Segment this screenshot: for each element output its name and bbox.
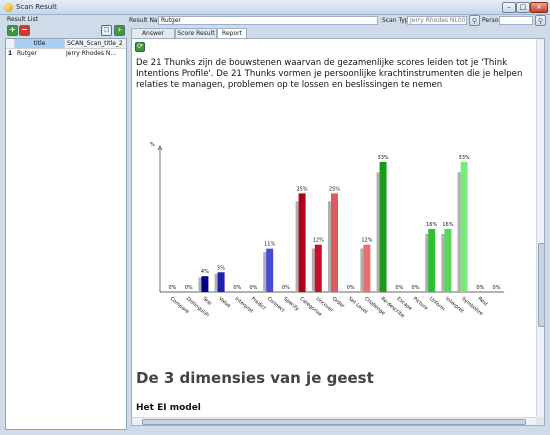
bar-shadow bbox=[457, 172, 463, 292]
column-header-title[interactable]: title bbox=[15, 39, 65, 49]
bar-value-label: 16% bbox=[426, 222, 437, 228]
person-picker-button[interactable]: ⚲ bbox=[535, 15, 546, 26]
bar-shadow bbox=[328, 201, 333, 292]
bar-shadow bbox=[311, 248, 317, 292]
refresh-icon: ⟳ bbox=[137, 42, 143, 50]
copy-icon: ❐ bbox=[103, 27, 110, 34]
bar-shadow bbox=[376, 172, 382, 292]
section-subheading: Het EI model bbox=[136, 403, 201, 413]
bar-value-label: 0% bbox=[395, 285, 403, 291]
bar-value-label: 0% bbox=[412, 285, 420, 291]
bar-value-label: 12% bbox=[361, 238, 372, 244]
bar bbox=[444, 228, 452, 292]
bar bbox=[331, 193, 338, 292]
y-axis-label: % bbox=[150, 142, 155, 148]
scroll-corner bbox=[536, 417, 544, 425]
bar-value-label: 0% bbox=[250, 285, 258, 291]
category-label: Test bbox=[200, 295, 212, 307]
bar-value-label: 0% bbox=[233, 285, 241, 291]
scan-type-field[interactable]: Jerry Rhodes NL001 bbox=[407, 16, 467, 25]
bar bbox=[201, 276, 209, 292]
bar bbox=[363, 244, 371, 292]
bar bbox=[379, 161, 387, 292]
row-title[interactable]: Rutger bbox=[17, 50, 38, 57]
bar-shadow bbox=[425, 233, 431, 292]
result-name-label: Result Name bbox=[129, 17, 168, 24]
bar-value-label: 25% bbox=[297, 186, 308, 192]
scan-type-picker-button[interactable]: ⚲ bbox=[469, 15, 480, 26]
bar-shadow bbox=[295, 201, 301, 292]
row-scan-title[interactable]: Jerry Rhodes N... bbox=[66, 50, 117, 57]
window-title: Scan Result bbox=[16, 3, 57, 11]
bar-value-label: 33% bbox=[378, 155, 389, 161]
refresh-button[interactable]: ⟳ bbox=[135, 42, 145, 52]
bar bbox=[298, 193, 306, 292]
horizontal-scrollbar[interactable] bbox=[132, 417, 536, 425]
picker-icon: ⚲ bbox=[537, 17, 544, 25]
bar-value-label: 16% bbox=[442, 222, 453, 228]
person-label: Person bbox=[482, 17, 503, 24]
y-axis-arrow bbox=[157, 145, 163, 151]
maximize-button[interactable]: □ bbox=[516, 2, 530, 13]
bar-shadow bbox=[263, 252, 269, 292]
result-list-panel: Result List + − ❐ › title SCAN_Scan_titl… bbox=[4, 16, 127, 431]
bar-shadow bbox=[360, 248, 366, 292]
remove-result-button[interactable]: − bbox=[19, 25, 30, 36]
app-icon bbox=[4, 3, 13, 12]
category-label: Unform bbox=[428, 296, 446, 313]
bar bbox=[266, 248, 274, 292]
row-number: 1 bbox=[8, 50, 13, 57]
arrow-right-icon: › bbox=[117, 25, 122, 34]
column-header-scan-title[interactable]: SCAN_Scan_title_2 bbox=[65, 39, 126, 49]
copy-button[interactable]: ❐ bbox=[101, 25, 112, 36]
minus-icon: − bbox=[21, 25, 28, 34]
category-label: Picture bbox=[412, 296, 429, 312]
next-button[interactable]: › bbox=[114, 25, 125, 36]
bar bbox=[460, 161, 468, 292]
bar bbox=[428, 228, 436, 292]
bar bbox=[217, 272, 225, 292]
vertical-scrollbar[interactable] bbox=[536, 39, 544, 417]
title-bar: Scan Result – □ × bbox=[0, 0, 550, 15]
thunks-bar-chart: %0%Compare0%Distinguish4%Test5%Value0%In… bbox=[150, 142, 505, 319]
bar-shadow bbox=[198, 277, 204, 292]
bar-value-label: 12% bbox=[313, 238, 324, 244]
bar bbox=[314, 244, 322, 292]
horizontal-scroll-thumb[interactable] bbox=[142, 419, 526, 425]
bar-shadow bbox=[441, 233, 447, 292]
bar-value-label: 11% bbox=[264, 242, 275, 248]
bar-value-label: 4% bbox=[201, 269, 209, 275]
plus-icon: + bbox=[9, 25, 16, 34]
bar-value-label: 25% bbox=[329, 186, 340, 192]
person-field[interactable] bbox=[499, 16, 533, 25]
report-content: ⟳ De 21 Thunks zijn de bouwstenen waarva… bbox=[131, 38, 545, 426]
add-result-button[interactable]: + bbox=[7, 25, 18, 36]
bar-value-label: 0% bbox=[169, 285, 177, 291]
picker-icon: ⚲ bbox=[471, 17, 478, 25]
minimize-button[interactable]: – bbox=[502, 2, 516, 13]
result-list: title SCAN_Scan_title_2 1 Rutger Jerry R… bbox=[5, 38, 127, 430]
bar-value-label: 0% bbox=[347, 285, 355, 291]
category-label: Value bbox=[217, 296, 231, 309]
result-name-field[interactable]: Rutger bbox=[158, 16, 378, 25]
tab-report[interactable]: Report bbox=[217, 28, 247, 40]
tab-score-result[interactable]: Score Result bbox=[175, 28, 217, 39]
scan-type-label: Scan Type bbox=[382, 17, 413, 24]
bar-value-label: 0% bbox=[493, 285, 501, 291]
vertical-scroll-thumb[interactable] bbox=[538, 243, 544, 327]
close-button[interactable]: × bbox=[530, 2, 548, 13]
report-paragraph: De 21 Thunks zijn de bouwstenen waarvan … bbox=[136, 58, 523, 90]
category-label: Rest bbox=[477, 296, 489, 308]
result-list-label: Result List bbox=[7, 16, 38, 23]
bar-value-label: 0% bbox=[185, 285, 193, 291]
bar-value-label: 5% bbox=[217, 265, 225, 271]
column-header-index[interactable] bbox=[6, 39, 15, 49]
bar-shadow bbox=[214, 273, 220, 292]
bar-value-label: 33% bbox=[459, 155, 470, 161]
section-heading: De 3 dimensies van je geest bbox=[136, 369, 374, 387]
bar-value-label: 0% bbox=[282, 285, 290, 291]
bar-value-label: 0% bbox=[476, 285, 484, 291]
